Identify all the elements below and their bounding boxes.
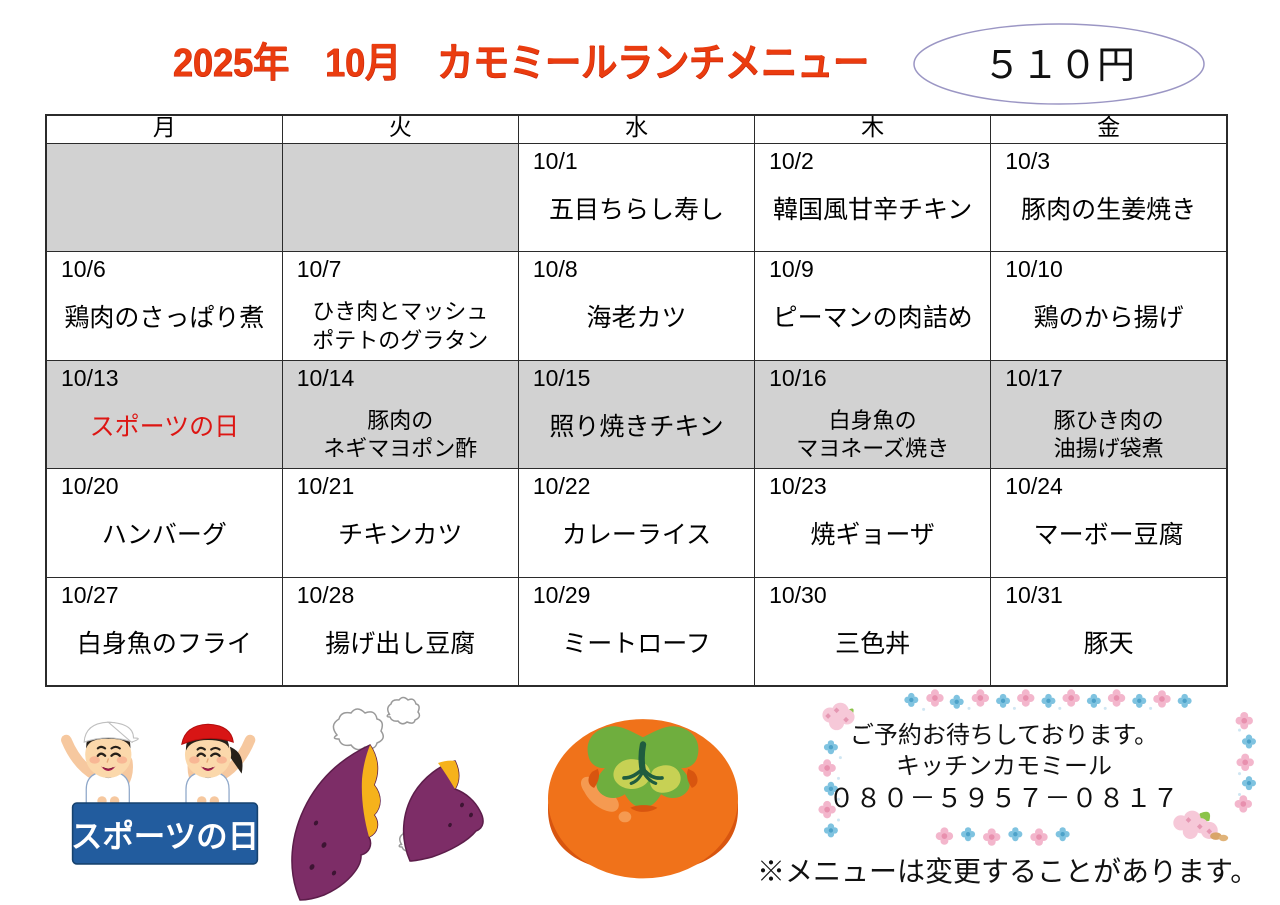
svg-text:スポーツの日: スポーツの日	[71, 818, 259, 854]
svg-text:５１０円: ５１０円	[983, 45, 1135, 87]
